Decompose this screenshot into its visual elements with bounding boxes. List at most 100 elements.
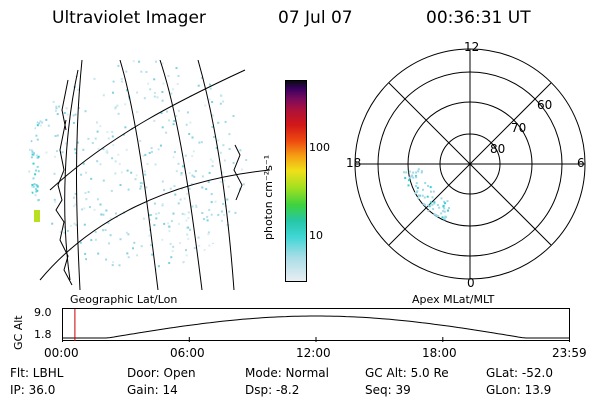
polar-speckle [442, 204, 445, 207]
speckle [34, 194, 37, 197]
speckle [193, 247, 196, 249]
speckle [153, 78, 156, 81]
speckle [53, 172, 56, 175]
speckle [76, 141, 79, 144]
polar-speckle [410, 175, 413, 178]
speckle [106, 131, 109, 134]
speckle [243, 107, 246, 110]
speckle [119, 238, 122, 241]
speckle [228, 210, 231, 213]
speckle [48, 73, 51, 76]
polar-speckle [443, 200, 446, 203]
speckle [242, 254, 245, 257]
speckle [102, 213, 105, 216]
speckle [143, 283, 145, 285]
speckle [172, 212, 175, 215]
speckle [167, 222, 170, 225]
speckle [82, 276, 84, 278]
edge-speckle [36, 138, 39, 141]
speckle [220, 210, 223, 213]
speckle [52, 100, 55, 103]
speckle [58, 105, 61, 108]
x-tick-0600: 06:00 [170, 346, 205, 360]
speckle [118, 264, 121, 267]
polar-speckle [432, 208, 435, 210]
info-mode: Mode: Normal [245, 366, 329, 380]
polar-speckle [445, 216, 448, 219]
speckle [225, 276, 227, 278]
speckle [243, 82, 246, 85]
info-glat: GLat: -52.0 [486, 366, 553, 380]
speckle [80, 264, 83, 266]
speckle [221, 249, 224, 252]
speckle [242, 232, 245, 235]
speckle [38, 232, 40, 235]
speckle [32, 265, 35, 268]
polar-speckle [443, 217, 446, 220]
speckle [226, 253, 229, 256]
speckle [215, 147, 218, 149]
edge-speckle [32, 177, 35, 180]
polar-speckle [431, 203, 434, 206]
edge-speckle [35, 121, 38, 124]
speckle [112, 80, 115, 83]
speckle [222, 237, 225, 240]
speckle [117, 64, 120, 67]
speckle [204, 104, 207, 107]
edge-speckle [30, 156, 33, 159]
speckle [186, 192, 189, 195]
info-ip: IP: 36.0 [10, 383, 56, 397]
speckle [210, 201, 213, 204]
polar-speckle [432, 190, 435, 193]
coastline [55, 79, 243, 286]
speckle [217, 121, 220, 124]
polar-speckle [447, 209, 449, 212]
timeline-frame [62, 308, 570, 341]
speckle [144, 173, 147, 176]
speckle [31, 274, 33, 276]
speckle [242, 129, 244, 131]
speckle [112, 261, 115, 264]
speckle [217, 213, 220, 216]
speckle [212, 242, 215, 245]
speckle [211, 160, 214, 163]
polar-speckle [427, 184, 429, 187]
speckle [87, 191, 90, 193]
speckle [162, 82, 165, 85]
polar-speckle [435, 214, 438, 216]
speckle [234, 224, 237, 227]
speckle [195, 204, 198, 207]
speckle [125, 231, 128, 234]
speckle [187, 237, 190, 240]
speckle [182, 261, 185, 264]
speckle [183, 267, 186, 270]
speckle [239, 215, 242, 218]
speckle [244, 216, 247, 218]
speckle [201, 212, 204, 214]
speckle [209, 83, 212, 86]
speckle [150, 214, 153, 216]
speckle [105, 209, 108, 212]
speckle [212, 81, 215, 84]
speckle [128, 278, 130, 280]
speckle [190, 183, 193, 185]
bright-spot [34, 210, 40, 222]
edge-speckle [33, 152, 35, 155]
speckle [111, 157, 114, 160]
speckle [221, 171, 224, 174]
polar-speckle [422, 202, 425, 205]
polar-speckle [424, 182, 427, 184]
speckle [91, 142, 94, 144]
speckle [111, 135, 114, 138]
speckle [191, 155, 194, 158]
speckle [184, 154, 187, 157]
speckle [36, 90, 39, 93]
speckle [153, 91, 156, 94]
speckle [74, 72, 77, 75]
speckle [149, 218, 152, 221]
info-glon: GLon: 13.9 [486, 383, 552, 397]
speckle [161, 180, 164, 183]
edge-speckle [32, 185, 35, 188]
polar-plot [354, 48, 586, 280]
speckle [108, 242, 110, 245]
